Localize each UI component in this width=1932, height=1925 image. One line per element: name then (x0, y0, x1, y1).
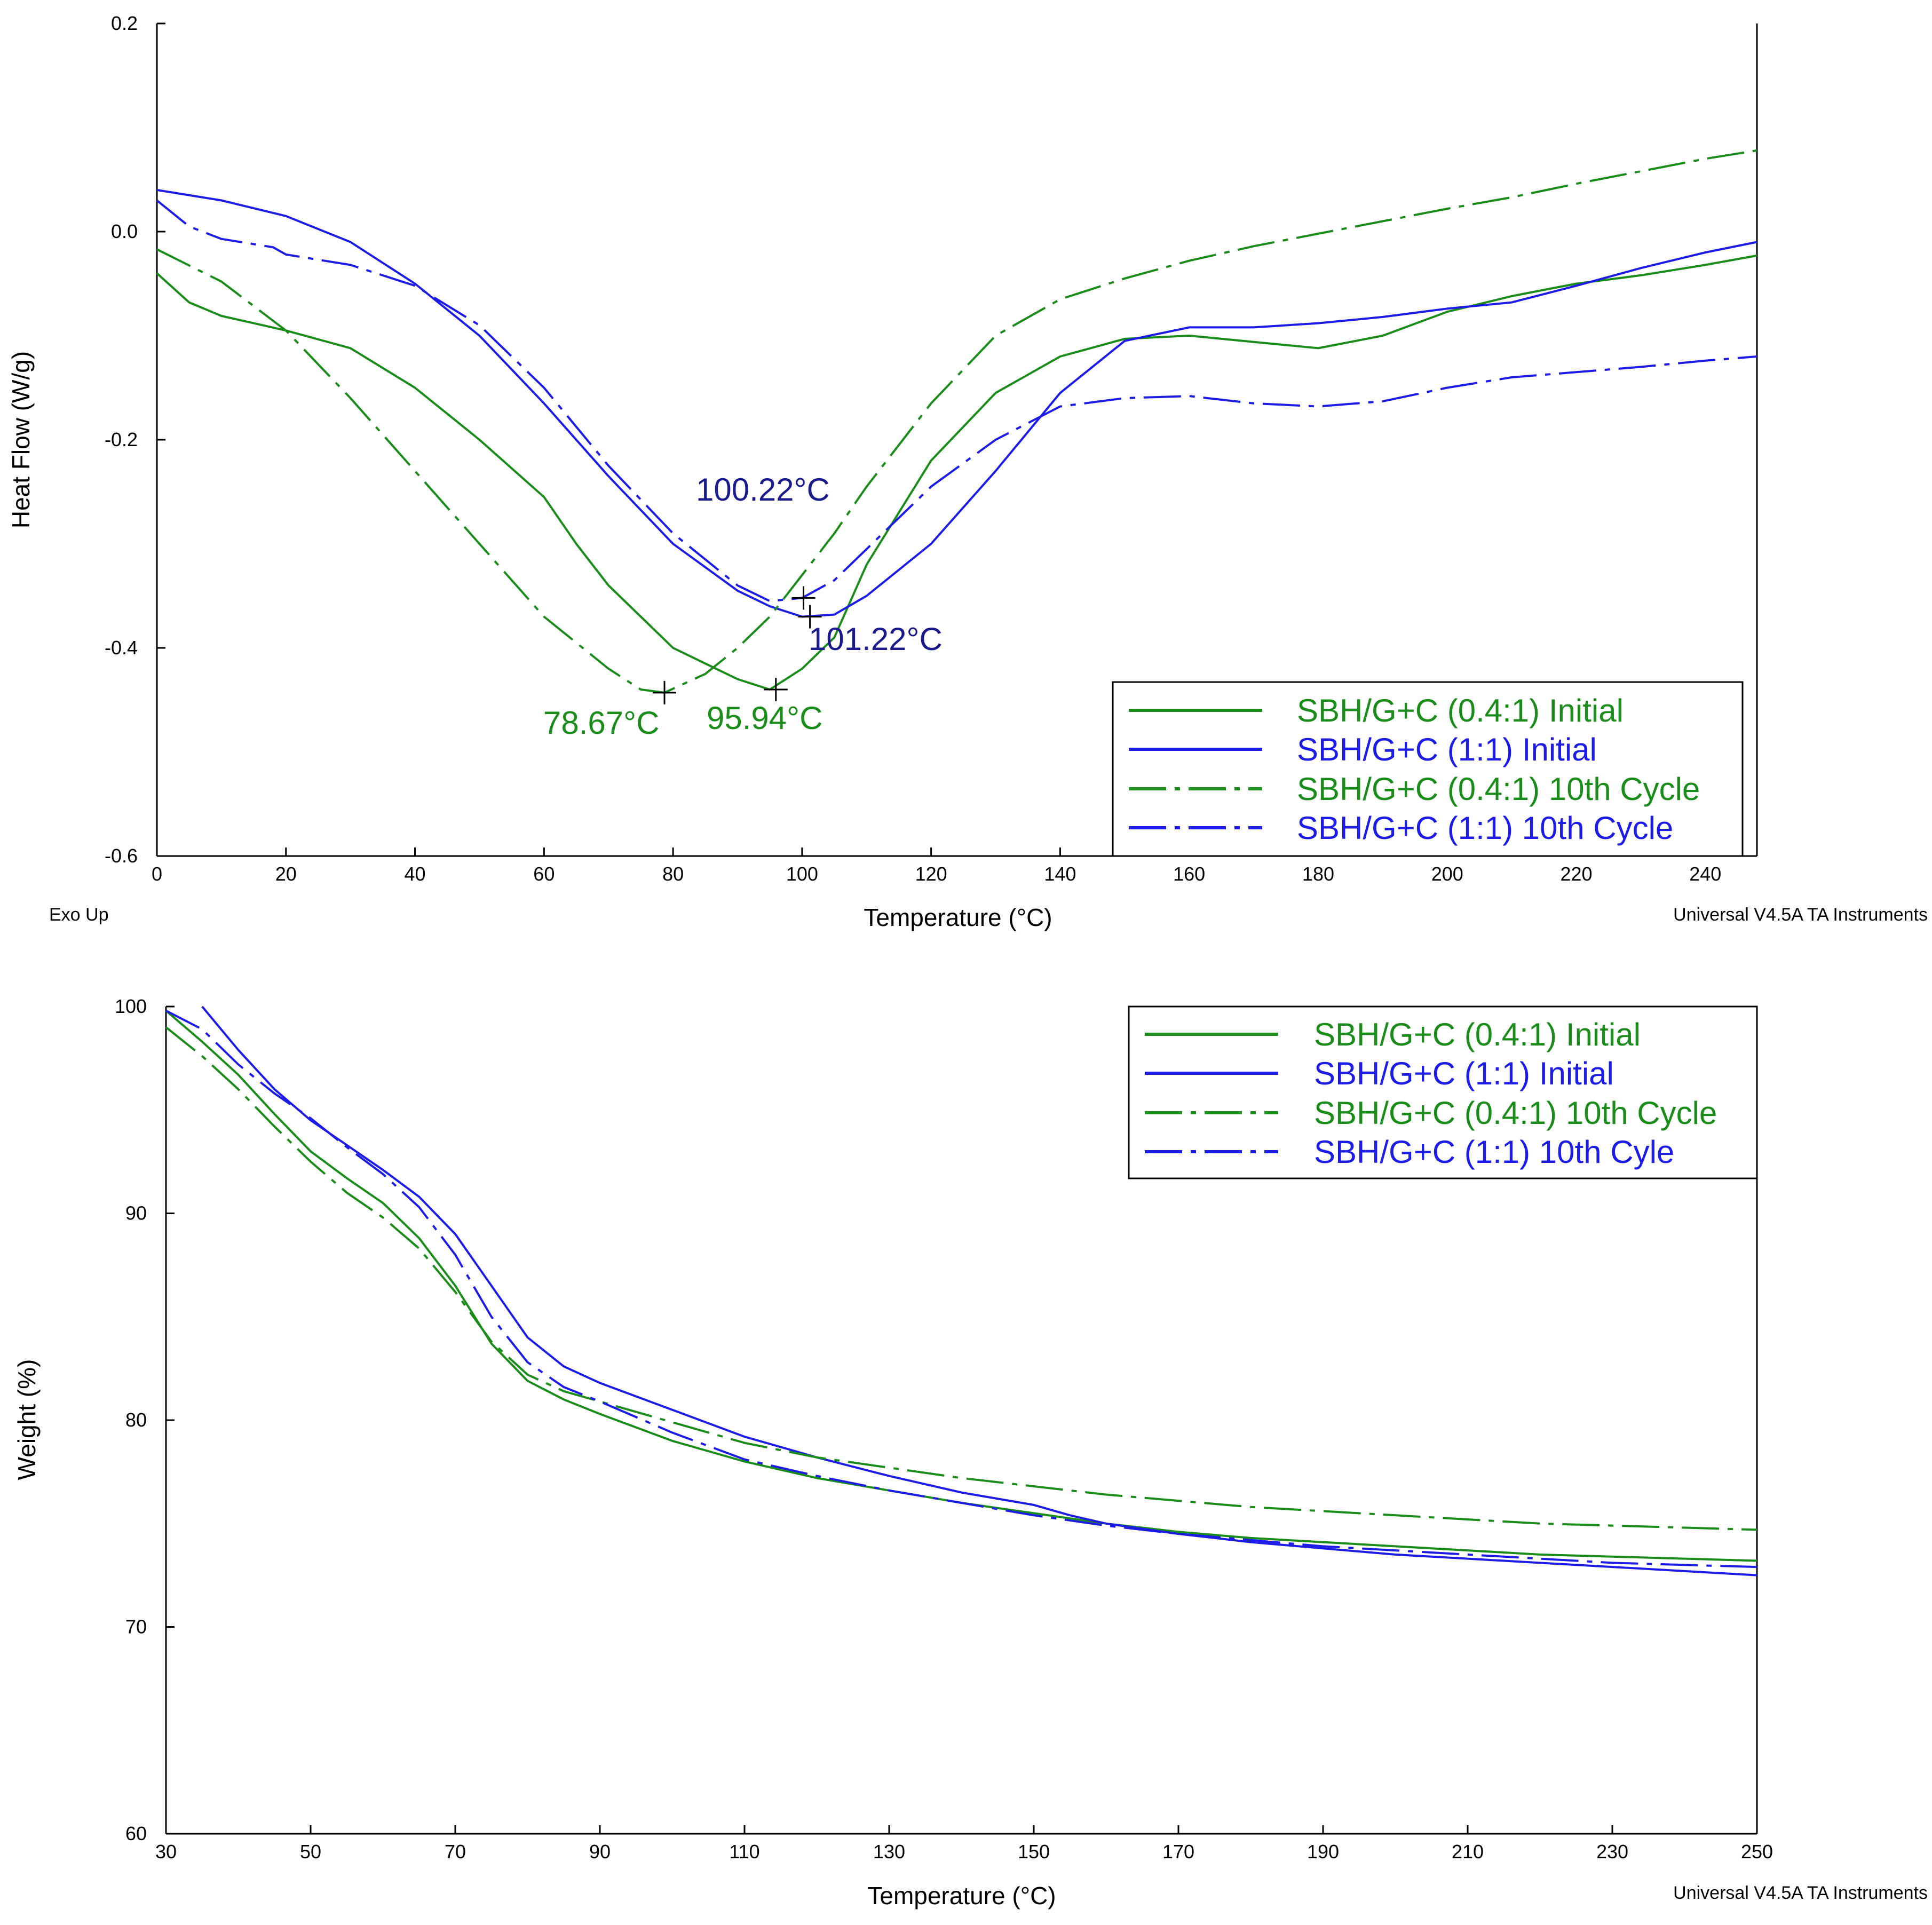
dsc-y-tick-label: -0.6 (105, 845, 138, 867)
tga-x-tick-label: 150 (1018, 1841, 1050, 1863)
tga-x-tick-label: 70 (445, 1841, 466, 1863)
dsc-x-tick-label: 20 (275, 863, 297, 885)
dsc-peak-markers (653, 586, 822, 704)
tga-x-tick-label: 210 (1452, 1841, 1484, 1863)
dsc-series-line-0 (156, 254, 1757, 691)
dsc-x-tick-label: 140 (1044, 863, 1076, 885)
tga-x-tick-label: 230 (1596, 1841, 1628, 1863)
dsc-legend: SBH/G+C (0.4:1) Initial SBH/G+C (1:1) In… (1112, 681, 1744, 857)
tga-y-tick-label: 70 (125, 1616, 147, 1638)
dsc-peak-label-101-22: 101.22°C (809, 621, 943, 657)
tga-y-tick-label: 80 (125, 1409, 147, 1431)
tga-x-tick-label: 50 (300, 1841, 321, 1863)
dsc-peak-label-100-22: 100.22°C (696, 472, 830, 508)
tga-y-tick-label: 90 (125, 1202, 147, 1224)
tga-x-tick-label: 250 (1741, 1841, 1773, 1863)
dsc-legend-label-11-initial: SBH/G+C (1:1) Initial (1297, 732, 1597, 767)
tga-x-tick-label: 130 (873, 1841, 905, 1863)
tga-curves (165, 1005, 1757, 1577)
tga-legend: SBH/G+C (0.4:1) Initial SBH/G+C (1:1) In… (1128, 1005, 1758, 1179)
dsc-panel: 0 20 40 60 80 100 120 140 160 180 200 220 240 0.2 0.0 -… (7, 12, 1928, 931)
dsc-y-tick-label: 0.2 (111, 12, 138, 34)
dsc-x-tick-label: 60 (533, 863, 555, 885)
dsc-legend-label-04-initial: SBH/G+C (0.4:1) Initial (1297, 693, 1624, 728)
tga-y-axis-label: Weight (%) (13, 1359, 41, 1480)
tga-y-tick-label: 100 (115, 995, 147, 1017)
dsc-ticks: 0 20 40 60 80 100 120 140 160 180 200 220 240 0.2 0.0 -… (105, 12, 1721, 885)
dsc-peak-label-95-94: 95.94°C (707, 700, 822, 736)
dsc-x-tick-label: 200 (1431, 863, 1463, 885)
dsc-x-tick-label: 240 (1689, 863, 1721, 885)
dsc-legend-label-11-10th: SBH/G+C (1:1) 10th Cycle (1297, 810, 1673, 846)
tga-x-tick-label: 190 (1307, 1841, 1339, 1863)
dsc-x-tick-label: 220 (1560, 863, 1592, 885)
tga-series-line-3 (165, 1010, 1757, 1568)
dsc-y-axis-label: Heat Flow (W/g) (7, 351, 35, 528)
tga-panel: 30 50 70 90 110 130 150 170 190 210 230 250 100 90 80 7… (13, 995, 1928, 1910)
dsc-series-line-2 (156, 149, 1757, 694)
dsc-legend-label-04-10th: SBH/G+C (0.4:1) 10th Cycle (1297, 771, 1700, 807)
tga-ticks: 30 50 70 90 110 130 150 170 190 210 230 250 100 90 80 7… (115, 995, 1773, 1863)
tga-x-tick-label: 30 (155, 1841, 177, 1863)
tga-legend-label-04-10th: SBH/G+C (0.4:1) 10th Cycle (1314, 1095, 1717, 1131)
tga-series-line-2 (165, 1026, 1757, 1531)
tga-software-note: Universal V4.5A TA Instruments (1673, 1883, 1928, 1903)
dsc-x-tick-label: 180 (1302, 863, 1334, 885)
dsc-series-line-3 (156, 199, 1757, 603)
tga-x-tick-label: 170 (1162, 1841, 1194, 1863)
dsc-x-tick-label: 100 (786, 863, 818, 885)
dsc-series-line-1 (156, 189, 1757, 618)
dsc-x-tick-label: 0 (152, 863, 162, 885)
dsc-x-tick-label: 40 (405, 863, 426, 885)
dsc-peak-label-78-67: 78.67°C (543, 705, 659, 741)
tga-x-axis-label: Temperature (°C) (867, 1882, 1056, 1910)
tga-legend-label-11-10th: SBH/G+C (1:1) 10th Cyle (1314, 1134, 1674, 1170)
tga-y-tick-label: 60 (125, 1823, 147, 1844)
dsc-x-tick-label: 120 (915, 863, 947, 885)
tga-legend-label-11-initial: SBH/G+C (1:1) Initial (1314, 1056, 1614, 1091)
tga-series-line-0 (165, 1010, 1757, 1562)
dsc-curves (156, 149, 1757, 694)
tga-x-tick-label: 110 (729, 1841, 759, 1863)
dsc-x-tick-label: 160 (1173, 863, 1205, 885)
dsc-x-axis-label: Temperature (°C) (864, 904, 1052, 931)
dsc-y-tick-label: 0.0 (111, 220, 138, 242)
tga-x-tick-label: 90 (589, 1841, 611, 1863)
tga-legend-label-04-initial: SBH/G+C (0.4:1) Initial (1314, 1017, 1641, 1052)
dsc-exo-up-note: Exo Up (49, 905, 109, 925)
dsc-software-note: Universal V4.5A TA Instruments (1673, 905, 1928, 925)
dsc-y-tick-label: -0.4 (105, 637, 138, 659)
dsc-x-tick-label: 80 (662, 863, 684, 885)
dsc-y-tick-label: -0.2 (105, 429, 138, 450)
